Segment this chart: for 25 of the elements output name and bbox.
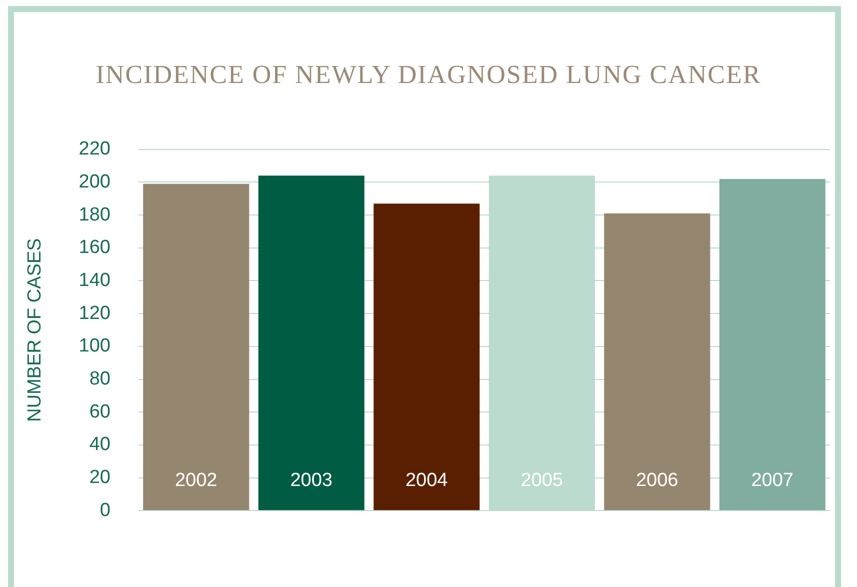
y-tick-label: 20 bbox=[89, 467, 110, 488]
x-tick-label: 2004 bbox=[405, 470, 448, 491]
x-tick-label: 2002 bbox=[174, 470, 218, 491]
y-tick-label: 140 bbox=[78, 270, 110, 291]
y-tick-label: 180 bbox=[78, 204, 110, 226]
y-tick-label: 200 bbox=[78, 171, 110, 192]
y-axis-title: NUMBER OF CASES bbox=[24, 238, 46, 422]
x-tick-label: 2006 bbox=[636, 470, 678, 491]
x-tick-label: 2007 bbox=[751, 470, 794, 491]
y-tick-label: 0 bbox=[100, 500, 110, 521]
y-tick-label: 60 bbox=[89, 401, 110, 422]
bar bbox=[719, 178, 826, 510]
bar bbox=[604, 213, 710, 510]
y-tick-label: 40 bbox=[89, 434, 110, 456]
y-tick-label: 120 bbox=[78, 302, 110, 324]
y-tick-label: 80 bbox=[89, 368, 110, 390]
y-tick-label: 100 bbox=[78, 336, 110, 357]
x-tick-label: 2003 bbox=[290, 470, 333, 491]
chart-title: INCIDENCE OF NEWLY DIAGNOSED LUNG CANCER bbox=[94, 60, 762, 90]
bar bbox=[374, 204, 480, 510]
y-tick-label: 160 bbox=[78, 237, 110, 258]
x-tick-label: 2005 bbox=[520, 470, 564, 491]
bar bbox=[258, 176, 364, 510]
y-tick-label: 220 bbox=[78, 138, 110, 160]
bar bbox=[143, 184, 250, 510]
